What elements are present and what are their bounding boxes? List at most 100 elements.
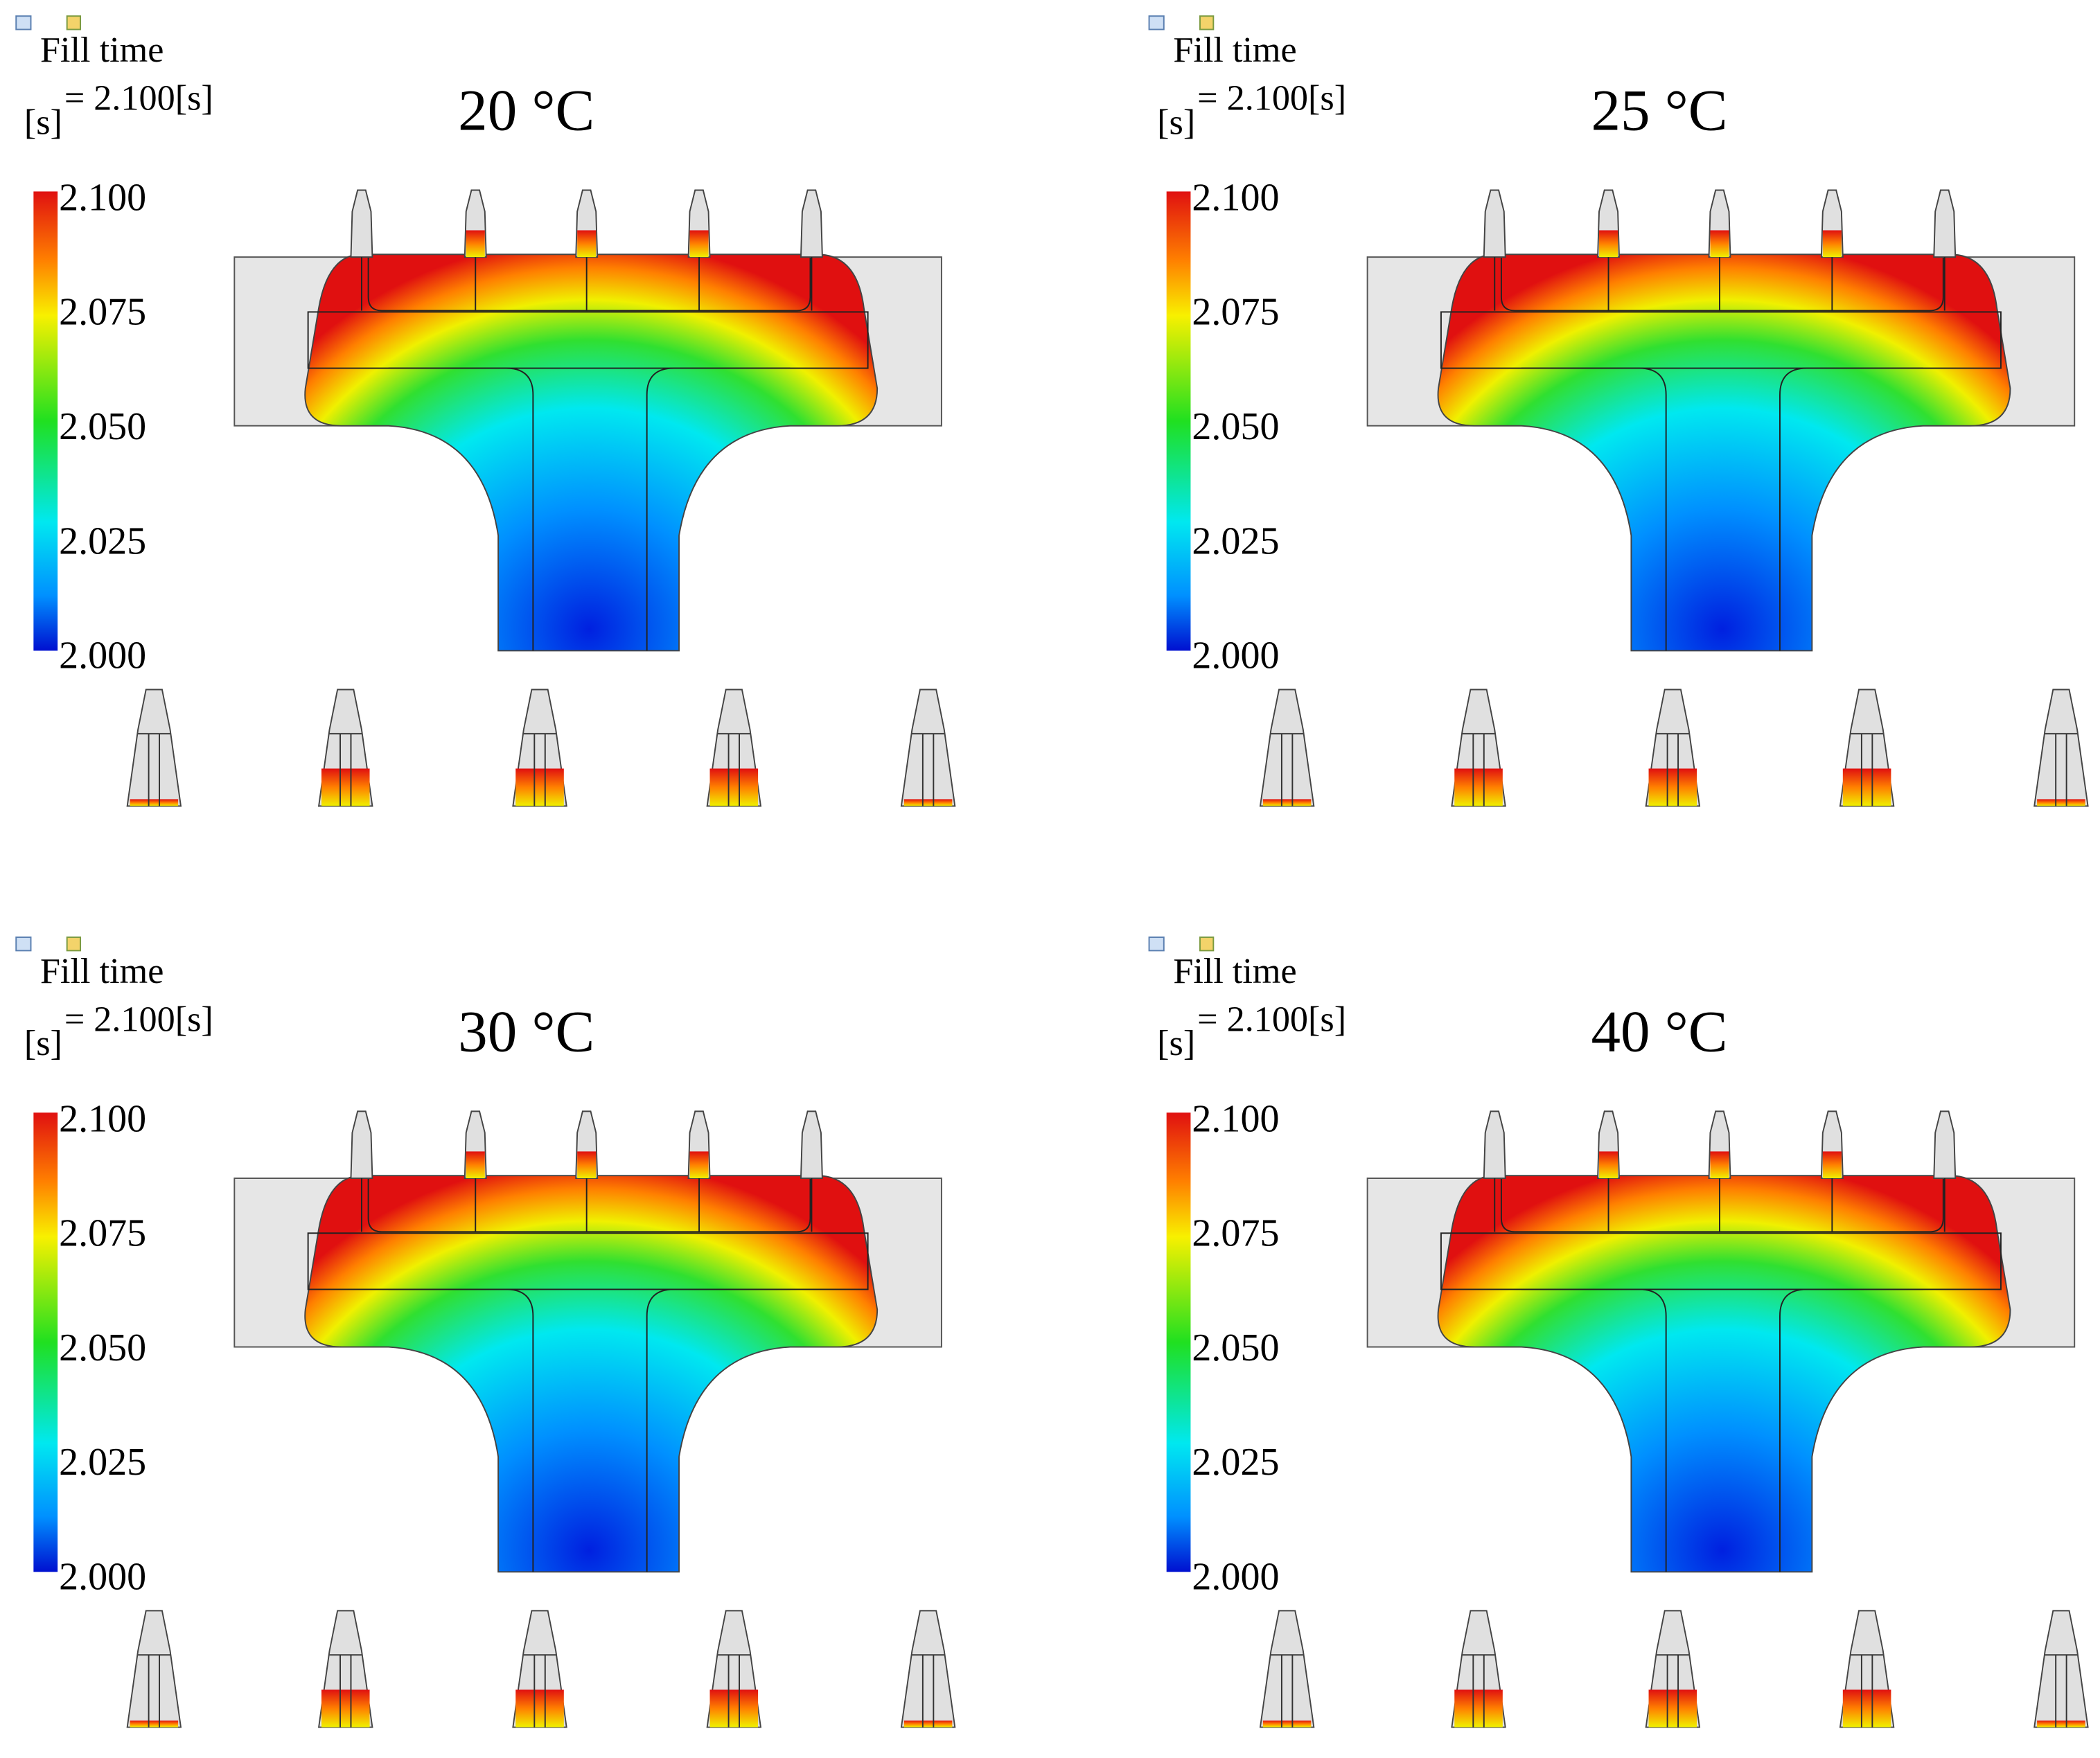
gate-fill bbox=[1822, 230, 1842, 258]
stem-outline bbox=[367, 257, 811, 651]
gate-fill bbox=[466, 1151, 485, 1179]
colorbar bbox=[33, 191, 58, 651]
insert-fill bbox=[1454, 1689, 1503, 1728]
gate bbox=[1483, 1110, 1506, 1179]
insert-outline bbox=[1851, 1654, 1883, 1728]
colorbar-label: 2.050 bbox=[59, 405, 146, 448]
insert-outline bbox=[1462, 733, 1495, 806]
panel: Fill time [s]= 2.100[s] 40 °C 2.100 2.075 2.0… bbox=[1148, 936, 2089, 1728]
inner-outline bbox=[1440, 1232, 2002, 1290]
gate bbox=[1933, 1110, 1957, 1179]
gate-fill bbox=[466, 230, 485, 258]
gate bbox=[800, 1110, 823, 1179]
colorbar-label: 2.100 bbox=[59, 1097, 146, 1140]
colorbar-label: 2.100 bbox=[1192, 1097, 1279, 1140]
insert-fill bbox=[1648, 1689, 1697, 1728]
gate-fill bbox=[1710, 1151, 1729, 1179]
panel: Fill time [s]= 2.100[s] 20 °C 2.100 2.075 2.0… bbox=[15, 15, 956, 807]
insert-fill bbox=[130, 1720, 179, 1728]
gate-fill bbox=[577, 230, 597, 258]
max-label: = 2.100[s] bbox=[64, 999, 213, 1039]
part-fill bbox=[304, 1175, 879, 1573]
insert-outline bbox=[523, 733, 556, 806]
insert bbox=[2033, 689, 2089, 807]
insert-fill bbox=[321, 1689, 370, 1728]
insert-fill bbox=[2037, 1720, 2085, 1728]
panel-title: 40 °C bbox=[1591, 999, 1727, 1064]
insert-outline bbox=[1657, 1654, 1689, 1728]
insert bbox=[1259, 1610, 1315, 1728]
colorbar-label: 2.025 bbox=[1192, 520, 1279, 562]
insert-outline bbox=[138, 1654, 170, 1728]
insert-outline bbox=[912, 1654, 944, 1728]
panel-title: 20 °C bbox=[458, 78, 594, 143]
legend-title: Fill time bbox=[1173, 951, 1296, 991]
colorbar-label: 2.000 bbox=[59, 1555, 146, 1598]
colorbar-label: 2.100 bbox=[59, 176, 146, 219]
gate-fill bbox=[1599, 1151, 1618, 1179]
panel: Fill time [s]= 2.100[s] 30 °C 2.100 2.075 2.0… bbox=[15, 936, 956, 1728]
insert-fill bbox=[515, 768, 564, 806]
colorbar-label: 2.000 bbox=[1192, 634, 1279, 677]
insert-fill bbox=[1842, 768, 1891, 806]
insert-outline bbox=[718, 1654, 750, 1728]
insert-fill bbox=[1262, 799, 1312, 806]
colorbar-label: 2.050 bbox=[1192, 1326, 1279, 1369]
max-label: = 2.100[s] bbox=[1197, 78, 1346, 118]
panel-title: 25 °C bbox=[1591, 78, 1727, 143]
legend-title: Fill time bbox=[40, 951, 164, 991]
colorbar-label: 2.075 bbox=[59, 1212, 146, 1255]
insert-fill bbox=[1454, 768, 1503, 806]
colorbar bbox=[1166, 191, 1191, 651]
inner-outline bbox=[307, 1232, 869, 1290]
inner-outline bbox=[1440, 311, 2002, 369]
insert-outline bbox=[138, 733, 170, 806]
colorbar-label: 2.075 bbox=[59, 291, 146, 334]
colorbar-label: 2.000 bbox=[59, 634, 146, 677]
insert-fill bbox=[321, 768, 370, 806]
colorbar-label: 2.025 bbox=[1192, 1441, 1279, 1484]
insert-fill bbox=[903, 1720, 953, 1728]
insert-outline bbox=[1271, 1654, 1303, 1728]
legend-title: Fill time bbox=[1173, 30, 1296, 70]
insert-outline bbox=[329, 733, 362, 806]
insert-fill bbox=[709, 1689, 759, 1728]
colorbar-label: 2.025 bbox=[59, 1441, 146, 1484]
gate-fill bbox=[689, 1151, 709, 1179]
gate-fill bbox=[689, 230, 709, 258]
colorbar-label: 2.075 bbox=[1192, 1212, 1279, 1255]
insert-fill bbox=[1648, 768, 1697, 806]
insert-fill bbox=[709, 768, 759, 806]
insert-outline bbox=[329, 1654, 362, 1728]
unit: [s] bbox=[24, 102, 62, 142]
icon bbox=[1199, 936, 1215, 952]
gate bbox=[1483, 189, 1506, 258]
unit: [s] bbox=[1157, 102, 1195, 142]
stem-outline bbox=[1500, 257, 1944, 651]
colorbar-label: 2.050 bbox=[59, 1326, 146, 1369]
insert-fill bbox=[1842, 1689, 1891, 1728]
gate-fill bbox=[577, 1151, 597, 1179]
icon bbox=[15, 15, 32, 30]
part-fill bbox=[1437, 254, 2011, 652]
icon bbox=[1199, 15, 1215, 30]
colorbar-label: 2.050 bbox=[1192, 405, 1279, 448]
gate bbox=[350, 189, 373, 258]
colorbar bbox=[33, 1112, 58, 1572]
gate-fill bbox=[1599, 230, 1618, 258]
insert bbox=[2033, 1610, 2089, 1728]
gate bbox=[350, 1110, 373, 1179]
insert-outline bbox=[2045, 733, 2078, 806]
stem-outline bbox=[1500, 1178, 1944, 1572]
gate bbox=[1933, 189, 1957, 258]
colorbar-label: 2.025 bbox=[59, 520, 146, 562]
insert-outline bbox=[1271, 733, 1303, 806]
insert bbox=[126, 689, 182, 807]
icon bbox=[1148, 15, 1165, 30]
insert-outline bbox=[1657, 733, 1689, 806]
inner-outline bbox=[307, 311, 869, 369]
unit: [s] bbox=[1157, 1023, 1195, 1063]
legend-title: Fill time bbox=[40, 30, 164, 70]
